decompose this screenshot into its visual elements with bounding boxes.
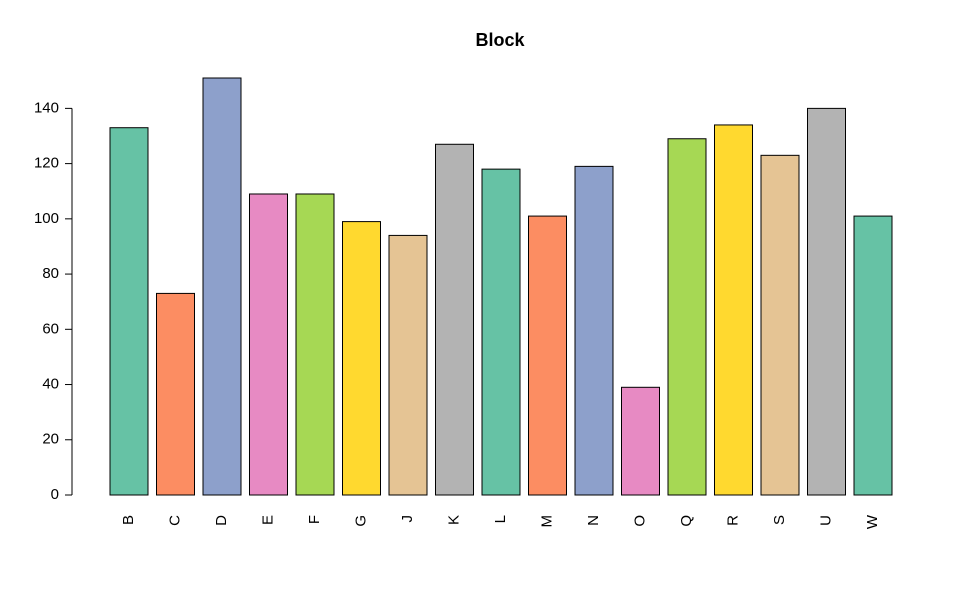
bar [853, 215, 893, 496]
x-tick-label: M [538, 515, 555, 528]
y-tick-label: 0 [51, 486, 59, 503]
x-tick-label: S [771, 515, 788, 525]
bar [249, 193, 288, 496]
bar [714, 124, 753, 496]
x-tick-label: R [724, 515, 741, 526]
x-tick-label: G [352, 515, 369, 527]
bar [388, 234, 428, 496]
bar [342, 221, 381, 496]
y-tick-label: 140 [34, 99, 59, 116]
x-tick-label: Q [678, 515, 695, 527]
x-tick-label: W [864, 514, 881, 529]
chart-title: Block [475, 30, 525, 50]
bar [295, 193, 335, 496]
bar [435, 143, 474, 496]
x-tick-label: J [399, 515, 416, 523]
bar [807, 107, 846, 496]
bar [109, 127, 149, 496]
y-tick-label: 80 [42, 265, 59, 282]
bar [760, 154, 800, 496]
x-tick-label: O [631, 515, 648, 527]
x-tick-label: K [445, 515, 462, 525]
y-tick-label: 60 [42, 320, 59, 337]
y-tick-label: 20 [42, 431, 59, 448]
x-tick-label: C [166, 515, 183, 526]
bar [574, 165, 614, 496]
y-tick-label: 40 [42, 376, 59, 393]
x-tick-label: E [259, 515, 276, 525]
bar [202, 77, 242, 496]
x-tick-label: U [817, 515, 834, 526]
x-tick-label: N [585, 515, 602, 526]
bar [667, 138, 707, 496]
x-tick-label: D [213, 515, 230, 526]
bar [528, 215, 567, 496]
bar [156, 292, 195, 496]
y-tick-label: 120 [34, 155, 59, 172]
x-tick-label: B [120, 515, 137, 525]
bar [621, 386, 660, 496]
y-tick-label: 100 [34, 210, 59, 227]
x-tick-label: L [492, 515, 509, 523]
x-tick-label: F [306, 515, 323, 524]
bar [481, 168, 521, 496]
